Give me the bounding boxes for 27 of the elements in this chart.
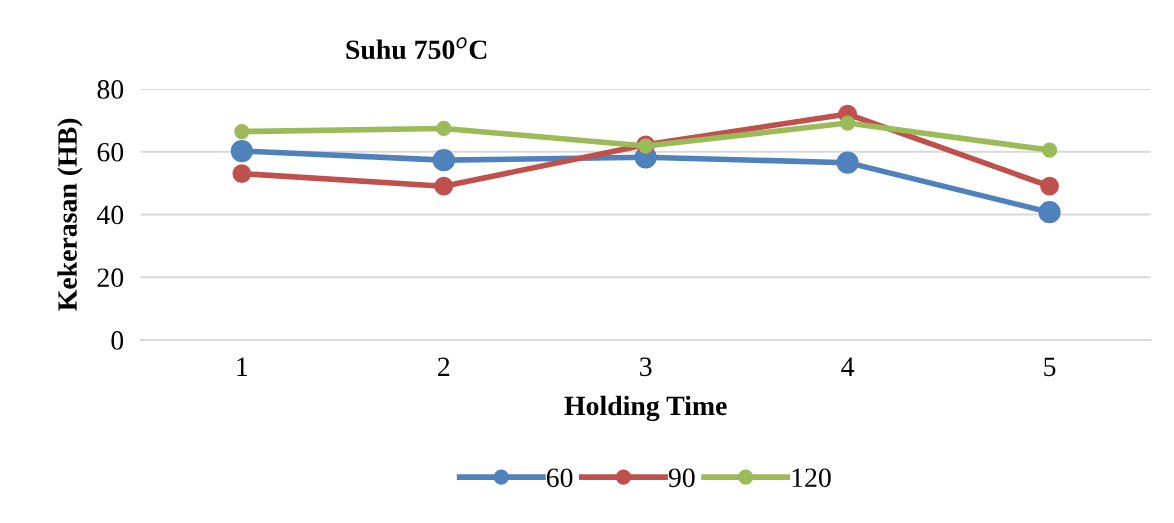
point — [836, 151, 859, 174]
legend-label: 90 — [668, 468, 695, 488]
point — [436, 120, 452, 137]
y-axis-title: Kekerasan (HB) — [57, 118, 83, 311]
y-tick-label: 40 — [96, 205, 124, 225]
legend-label: 120 — [792, 468, 831, 488]
point — [230, 139, 253, 163]
point — [1041, 142, 1058, 158]
x-axis-title: Holding Time — [564, 395, 727, 422]
point — [232, 164, 252, 184]
x-tick-label: 1 — [237, 357, 248, 376]
y-tick-label: 20 — [97, 268, 124, 288]
x-tick-label: 3 — [640, 357, 652, 377]
legend-label: 60 — [546, 468, 573, 488]
point — [1038, 201, 1061, 224]
y-tick-label: 80 — [97, 80, 124, 99]
point — [839, 115, 856, 131]
x-tick-label: 2 — [438, 357, 450, 376]
point — [234, 123, 250, 140]
point — [1040, 176, 1059, 196]
chart-title: Suhu 750$^{o}$C — [346, 37, 487, 60]
point — [434, 176, 454, 196]
point — [432, 149, 455, 172]
x-tick-label: 4 — [841, 357, 855, 376]
y-tick-label: 0 — [111, 331, 124, 350]
y-tick-label: 60 — [97, 142, 124, 162]
x-tick-label: 5 — [1044, 357, 1056, 377]
